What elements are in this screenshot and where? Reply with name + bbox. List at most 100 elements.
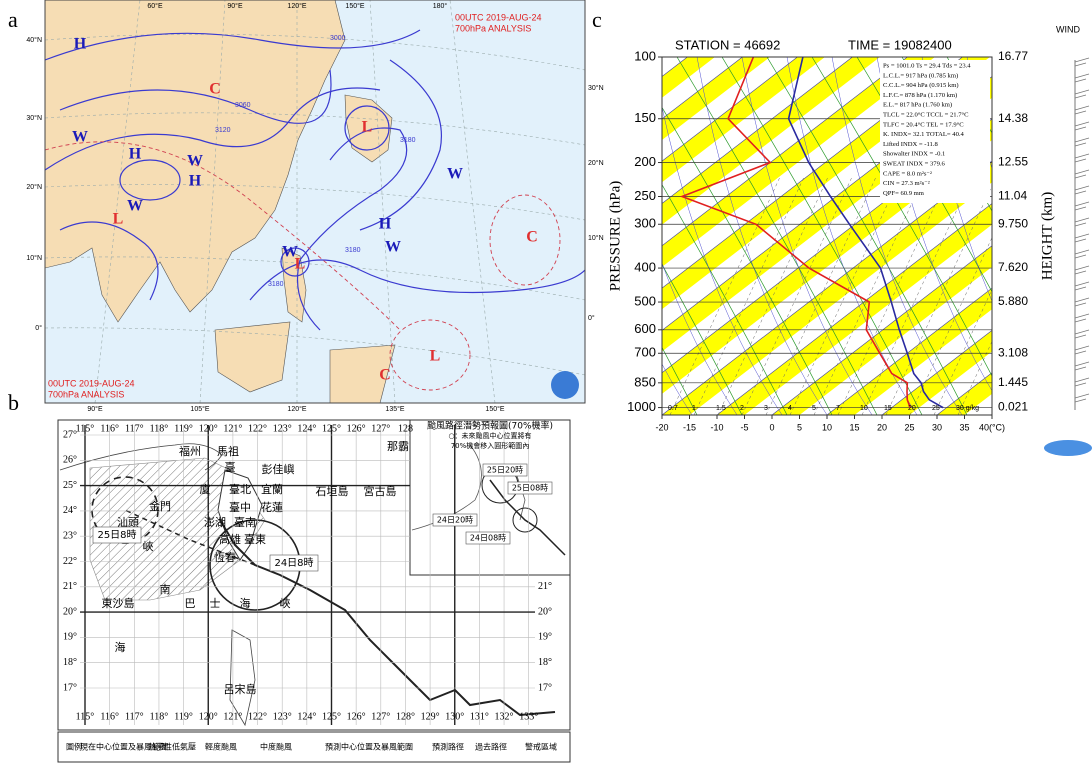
latitude-label: 18° <box>538 657 552 668</box>
index-line: Lifted INDX = -11.8 <box>883 141 938 148</box>
longitude-label: 129° <box>421 711 440 722</box>
dry-adiabat <box>662 346 698 415</box>
longitude-label: 130° <box>445 711 464 722</box>
time-label-box <box>482 463 528 477</box>
longitude-label: 133° <box>519 711 538 722</box>
height-tick-label: 7.620 <box>998 260 1028 274</box>
pressure-system: H <box>379 216 392 233</box>
longitude-label: 120° <box>199 711 218 722</box>
longitude-label: 128° <box>396 711 415 722</box>
map-header: 700hPa ANALYSIS <box>455 23 531 33</box>
wind-barb <box>1074 121 1090 131</box>
mixing-ratio-label: 30 g/kg <box>956 405 979 412</box>
longitude-label: 122° <box>248 711 267 722</box>
contour-label: 3180 <box>400 137 416 144</box>
contour-label: 3180 <box>268 281 284 288</box>
mixing-ratio <box>957 340 992 415</box>
pressure-system: H <box>189 173 202 190</box>
latitude-label: 21° <box>538 581 552 592</box>
wind-barb <box>1074 281 1090 291</box>
legend-label: 警戒區域 <box>525 742 557 752</box>
longitude-label: 118° <box>150 711 169 722</box>
longitude-label: 121° <box>223 711 242 722</box>
land <box>45 0 346 323</box>
mixing-ratio <box>765 176 877 415</box>
temperature-tick-label: 10 <box>822 422 832 432</box>
wind-barb <box>1074 89 1090 99</box>
longitude-label: 117° <box>125 711 144 722</box>
legend-label: 預測中心位置及暴風範圍 <box>325 742 413 752</box>
pressure-system: L <box>113 211 124 228</box>
place-name: 南 <box>160 583 171 596</box>
isotherm <box>881 330 992 415</box>
wind-barb <box>1074 361 1090 371</box>
latitude-label: 10°N <box>26 254 42 262</box>
latitude-label: 27° <box>63 429 77 440</box>
inset <box>409 419 571 576</box>
temperature-tick-label: 5 <box>797 422 802 432</box>
pressure-system: W <box>72 129 88 146</box>
dry-adiabat <box>766 57 968 415</box>
skew-t-background <box>662 57 992 415</box>
place-name: 金門 <box>149 499 171 513</box>
pressure-tick-label: 150 <box>634 110 656 125</box>
pressure-tick-label: 100 <box>634 48 656 63</box>
mixing-ratio-label: 1.5 <box>716 405 726 412</box>
place-name: 那霸 <box>387 440 409 453</box>
logo <box>551 371 579 399</box>
place-name: 巴 <box>185 597 196 610</box>
coastline <box>229 629 256 727</box>
place-name: 彭佳嶼 <box>262 462 295 476</box>
longitude-label: 123° <box>273 423 292 434</box>
index-line: CAPE = 8.0 m²s⁻² <box>883 170 932 177</box>
contour-label: 3000 <box>330 35 346 42</box>
mixing-ratio <box>717 176 829 415</box>
place-name: 宜蘭 <box>261 482 283 496</box>
height-tick-label: 9.750 <box>998 216 1028 230</box>
longitude-label: 90°E <box>227 2 243 10</box>
isotherm <box>662 160 992 415</box>
forecast-track <box>124 509 256 566</box>
latitude-label: 17° <box>538 682 552 693</box>
pressure-system: W <box>447 166 463 183</box>
wind-barb <box>1074 217 1090 227</box>
map-footer: 700hPa ANALYSIS <box>48 389 124 399</box>
mixing-ratio <box>813 176 925 415</box>
stripe <box>662 57 715 98</box>
map-footer: 00UTC 2019-AUG-24 <box>48 378 135 388</box>
longitude-label: 125° <box>322 711 341 722</box>
index-line: K. INDX= 32.1 TOTAL= 40.4 <box>883 131 965 138</box>
longitude-label: 126° <box>347 423 366 434</box>
stripe <box>662 57 990 310</box>
place-name: 東沙島 <box>102 596 135 610</box>
pressure-system: C <box>209 81 221 98</box>
inset-title: 70%機會移入圓形範圍內 <box>451 441 530 450</box>
pressure-system: W <box>282 244 298 261</box>
moist-adiabat <box>662 262 738 415</box>
coastline <box>59 443 223 471</box>
wind-barb <box>1074 185 1090 195</box>
height-tick-label: 12.55 <box>998 155 1028 169</box>
longitude-label: 180° <box>433 2 448 10</box>
contour-label: 3120 <box>215 127 231 134</box>
longitude-label: 120°E <box>287 2 306 10</box>
pressure-system: L <box>295 256 306 273</box>
index-line: L.C.L.= 917 hPa (0.785 km) <box>883 72 958 79</box>
graticule <box>45 0 585 403</box>
dry-adiabat <box>662 106 833 415</box>
wind-barb <box>1074 153 1090 163</box>
mixing-ratio-label: 10 <box>860 405 868 412</box>
longitude-label: 60°E <box>147 2 163 10</box>
moist-adiabat <box>662 105 783 415</box>
dry-adiabat <box>811 57 992 377</box>
moist-adiabat <box>831 57 963 415</box>
moist-adiabat <box>696 57 828 415</box>
pressure-system: W <box>385 239 401 256</box>
dry-adiabat <box>662 263 743 415</box>
latitude-label: 20° <box>63 606 77 617</box>
latitude-label: 20°N <box>588 159 604 167</box>
height-tick-label: 14.38 <box>998 111 1028 125</box>
latitude-label: 18° <box>63 657 77 668</box>
longitude-label: 119° <box>174 423 193 434</box>
